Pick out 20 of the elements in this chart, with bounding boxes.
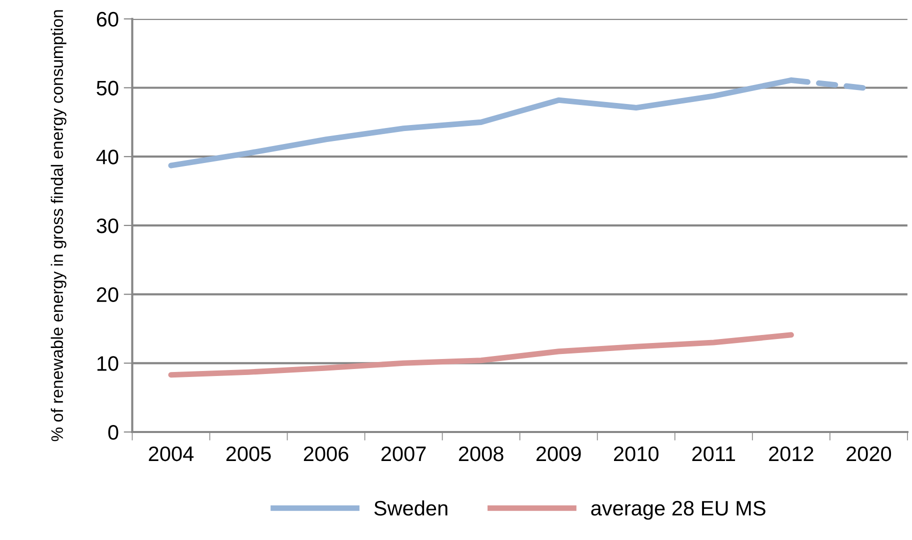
x-tick-label: 2005: [226, 446, 271, 462]
y-tick-label: 20: [96, 287, 118, 302]
y-axis-title: % of renewable energy in gross findal energy consumption: [50, 10, 66, 442]
y-tick-label: 60: [96, 12, 118, 27]
legend-label: average 28 EU MS: [591, 500, 766, 520]
y-tick-label: 50: [96, 80, 118, 96]
x-tick-label: 2012: [769, 446, 814, 462]
x-tick-label: 2007: [381, 446, 426, 462]
legend-label: Sweden: [374, 500, 448, 516]
x-tick-label: 2010: [614, 446, 658, 462]
x-tick-label: 2011: [692, 446, 736, 462]
y-tick-label: 40: [96, 150, 118, 164]
y-tick-label: 0: [108, 425, 118, 440]
x-tick-label: 2009: [536, 446, 581, 462]
x-tick-label: 2020: [846, 446, 892, 462]
y-tick-label: 10: [97, 356, 118, 371]
x-tick-label: 2006: [304, 446, 348, 462]
x-tick-label: 2008: [458, 446, 504, 462]
y-tick-label: 30: [96, 218, 118, 234]
x-tick-label: 2004: [148, 446, 194, 462]
